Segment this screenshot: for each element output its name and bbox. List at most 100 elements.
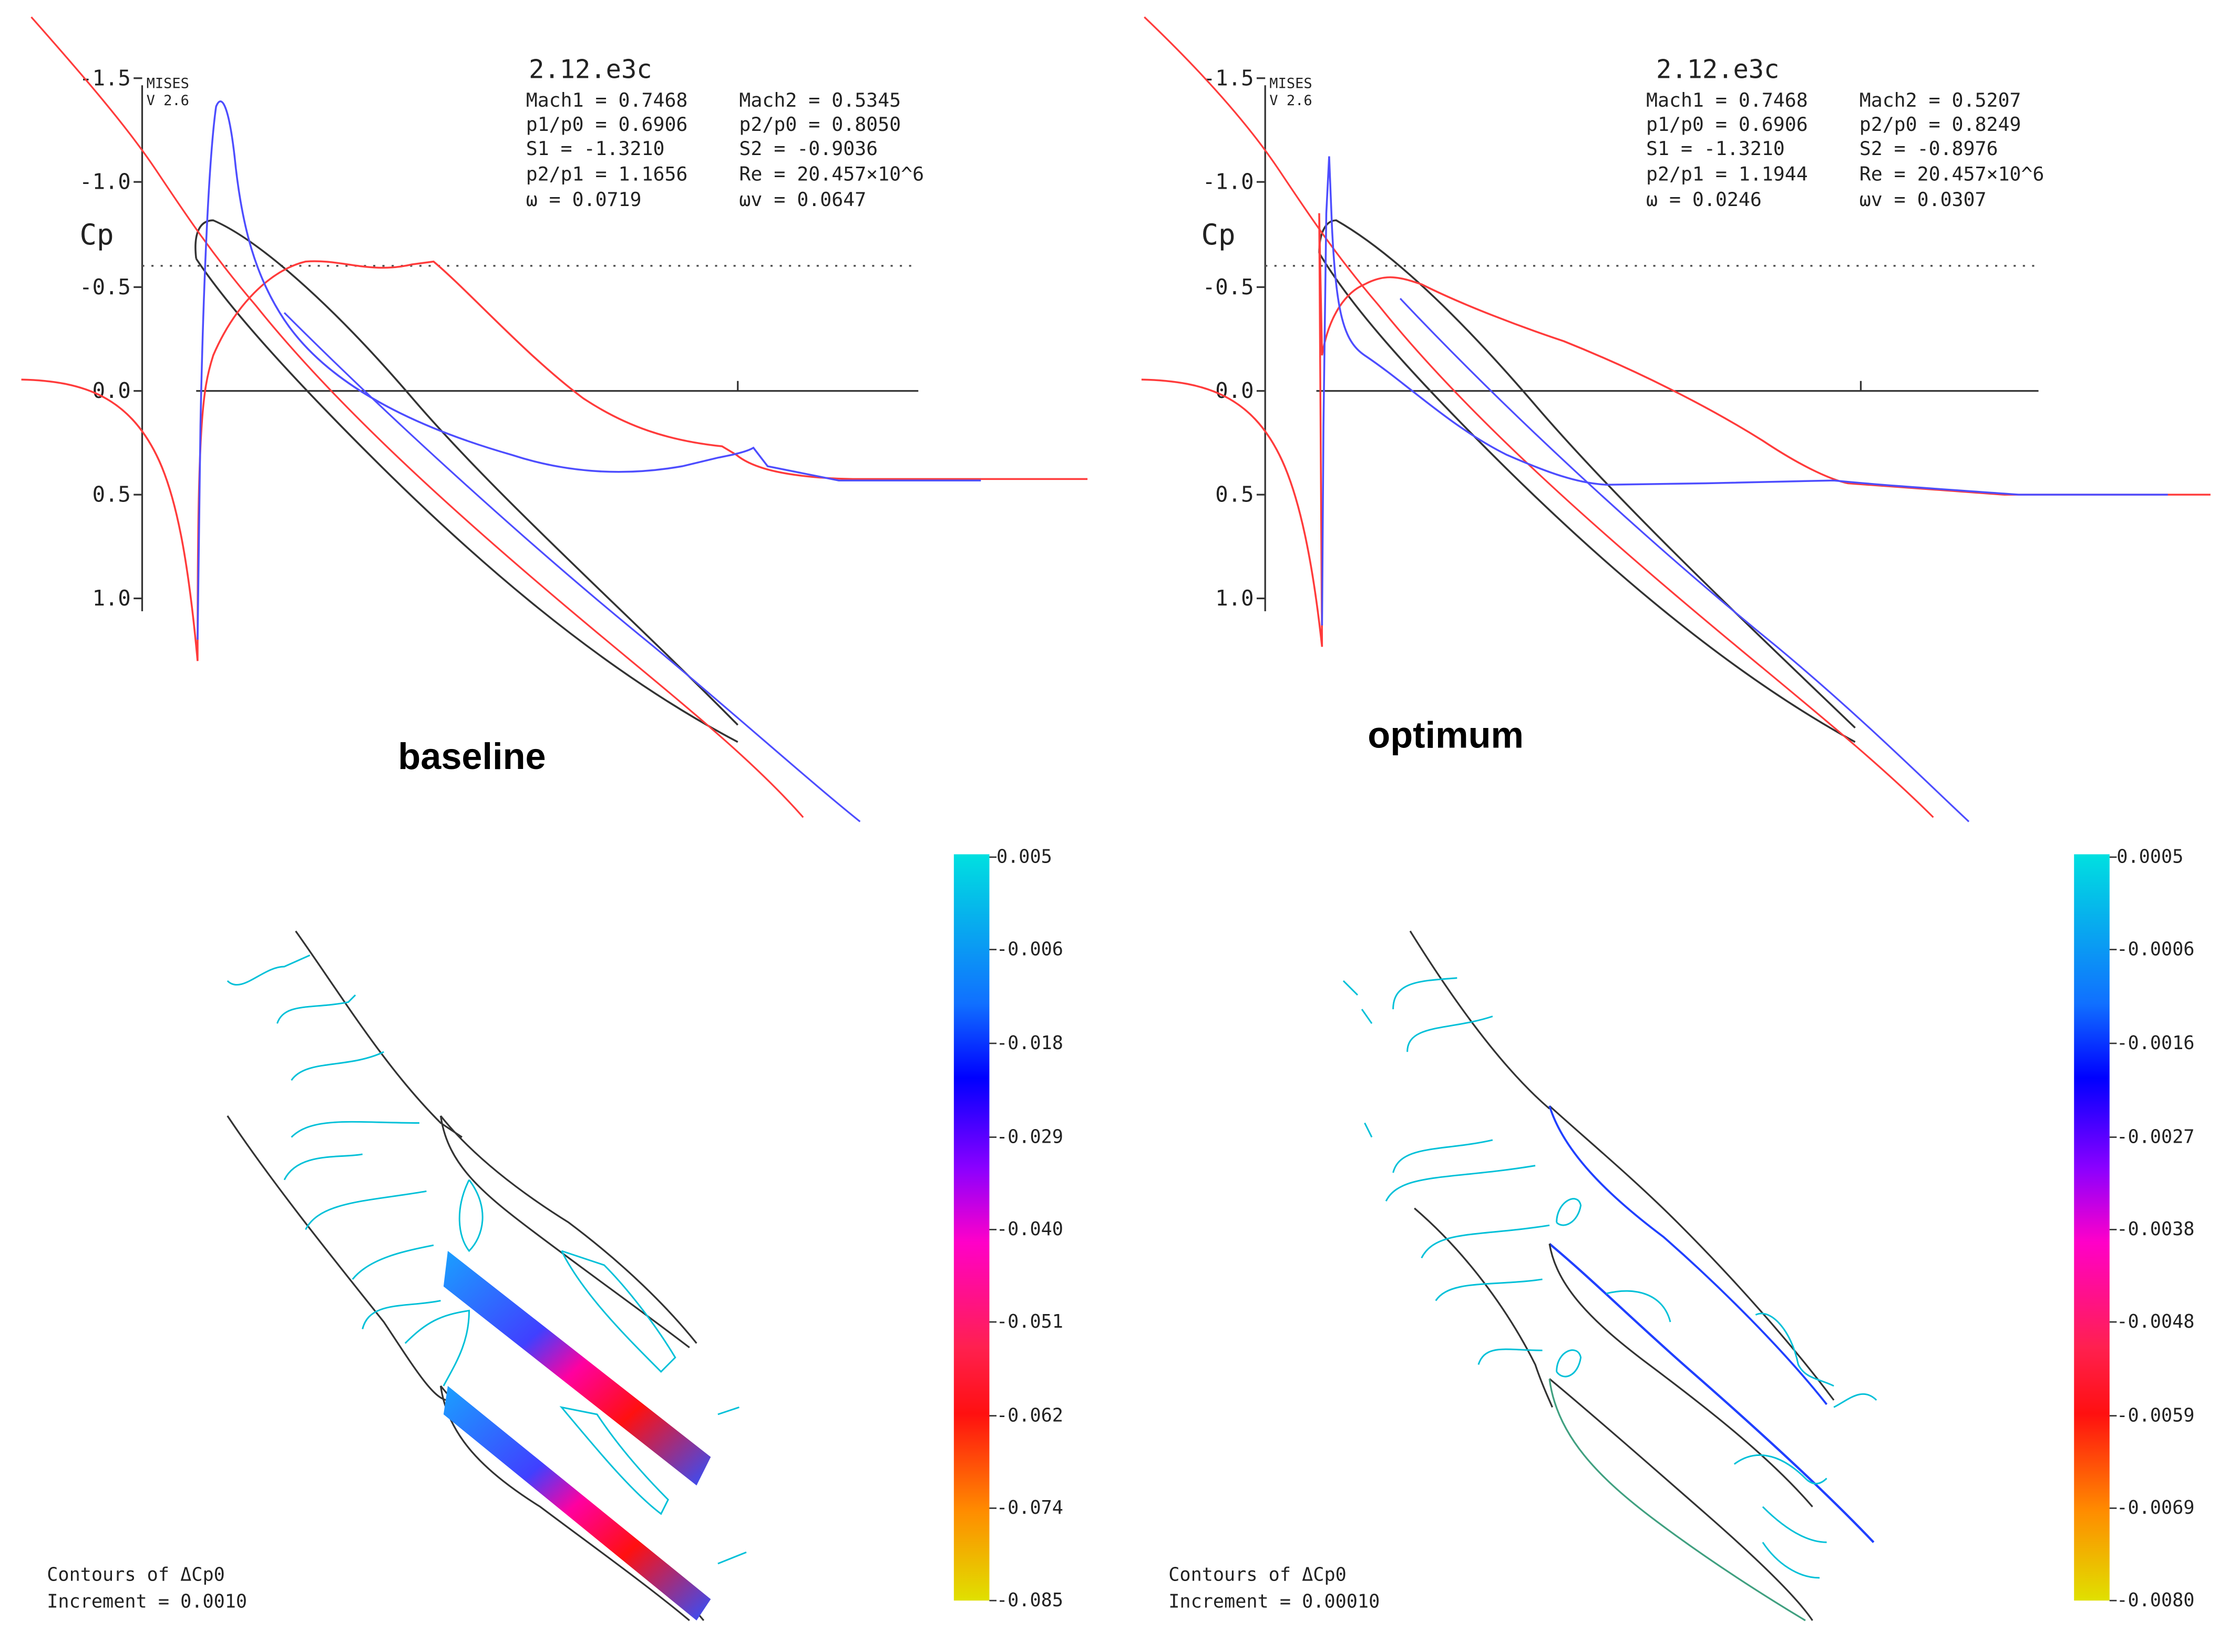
inlet-line-curve xyxy=(1144,16,1934,818)
info-mach1: Mach1 = 0.7468 xyxy=(526,89,688,111)
blade-upper xyxy=(1549,1105,1835,1401)
info-p2p0: p2/p0 = 0.8050 xyxy=(739,113,901,136)
cp-plot-optimum: -1.5 -1.0 -0.5 0.0 0.5 1.0 MISES V 2.6 C… xyxy=(1141,16,2211,823)
cp-axis-label: Cp xyxy=(79,218,114,251)
colorbar-gradient xyxy=(953,854,990,1601)
run-id: 2.12.e3c xyxy=(1656,55,1779,85)
caption-optimum: optimum xyxy=(1368,714,1524,756)
blade-profile-suction xyxy=(194,219,738,726)
colorbar-label: -0.0048 xyxy=(2117,1311,2194,1332)
mises-logo-line1: MISES xyxy=(1269,76,1312,92)
blade-lower-pressure xyxy=(1548,1379,1806,1622)
y-tick-label: 1.0 xyxy=(1215,586,1254,611)
y-tick-label: -1.5 xyxy=(1203,65,1254,90)
info-p2p0: p2/p0 = 0.8249 xyxy=(1860,113,2021,136)
colorbar-label: -0.0080 xyxy=(2117,1589,2194,1611)
blade-mid-pressure xyxy=(1548,1244,1813,1507)
y-tick-label: 0.0 xyxy=(1215,378,1254,403)
blade-upper-pressure xyxy=(1548,1105,1828,1405)
colorbar-label: -0.040 xyxy=(997,1218,1063,1240)
colorbar-label: -0.0027 xyxy=(2117,1126,2194,1147)
suction-side-curve xyxy=(1321,156,2168,625)
iso-contours xyxy=(227,954,747,1565)
blade-profile-pressure xyxy=(195,258,738,743)
colorbar-label: -0.006 xyxy=(997,938,1063,960)
y-tick-label: -1.5 xyxy=(79,65,131,90)
blade-profile-suction xyxy=(1318,219,1856,728)
info-omegav: ωv = 0.0647 xyxy=(739,188,866,211)
contour-footer-line1: Contours of ΔCp0 xyxy=(1168,1564,1347,1585)
info-re: Re = 20.457×10^6 xyxy=(739,162,924,185)
blade-profile-pressure xyxy=(1318,252,1856,743)
contour-footer-line2: Increment = 0.00010 xyxy=(1168,1591,1380,1613)
info-re: Re = 20.457×10^6 xyxy=(1860,162,2045,185)
info-omegav: ωv = 0.0307 xyxy=(1860,188,1987,211)
y-tick-label: -0.5 xyxy=(1203,274,1254,300)
info-mach2: Mach2 = 0.5345 xyxy=(739,89,901,111)
y-tick-label: 0.5 xyxy=(93,482,131,507)
blade-mid xyxy=(1548,1243,1875,1543)
pressure-side-curve xyxy=(21,260,1088,661)
info-p2p1: p2/p1 = 1.1944 xyxy=(1646,162,1808,185)
blade-lower-pressure xyxy=(439,1386,690,1622)
info-mach2: Mach2 = 0.5207 xyxy=(1860,89,2021,111)
y-ticks xyxy=(133,77,142,600)
colorbar-label: 0.005 xyxy=(997,846,1052,868)
contour-footer-line1: Contours of ΔCp0 xyxy=(47,1564,225,1585)
wake-upper xyxy=(443,1250,711,1486)
colorbar-label: -0.018 xyxy=(997,1032,1063,1054)
info-p1p0: p1/p0 = 0.6906 xyxy=(526,113,688,136)
inlet-line-curve xyxy=(30,16,804,818)
blade-lower xyxy=(1549,1378,1813,1621)
contour-footer-line2: Increment = 0.0010 xyxy=(47,1591,247,1613)
passage-boundary xyxy=(227,930,463,1401)
info-mach1: Mach1 = 0.7468 xyxy=(1646,89,1808,111)
mises-logo-line1: MISES xyxy=(147,76,189,92)
info-s2: S2 = -0.9036 xyxy=(739,137,878,160)
contour-plot-optimum xyxy=(1342,930,1877,1622)
cp-axis-label: Cp xyxy=(1201,218,1235,251)
mises-logo-line2: V 2.6 xyxy=(1269,93,1312,109)
wake-lower xyxy=(443,1386,711,1621)
colorbar-label: -0.0016 xyxy=(2117,1032,2194,1054)
suction-side-curve xyxy=(197,100,981,640)
colorbar-baseline: 0.005 -0.006 -0.018 -0.029 -0.040 -0.051… xyxy=(953,846,1063,1611)
colorbar-gradient xyxy=(2074,854,2110,1601)
colorbar-label: -0.062 xyxy=(997,1404,1063,1426)
exit-line-curve xyxy=(283,312,861,823)
info-s2: S2 = -0.8976 xyxy=(1860,137,1998,160)
y-tick-label: -1.0 xyxy=(79,169,131,194)
colorbar-label: -0.0059 xyxy=(2117,1404,2194,1426)
info-s1: S1 = -1.3210 xyxy=(526,137,665,160)
info-p1p0: p1/p0 = 0.6906 xyxy=(1646,113,1808,136)
contour-plot-baseline xyxy=(227,930,747,1622)
y-ticks xyxy=(1256,77,1266,600)
colorbar-label: -0.0038 xyxy=(2117,1218,2194,1240)
y-tick-label: 0.0 xyxy=(93,378,131,403)
run-id: 2.12.e3c xyxy=(529,55,652,85)
colorbar-label: -0.029 xyxy=(997,1126,1063,1147)
colorbar-label: -0.0069 xyxy=(2117,1497,2194,1518)
blade-upper xyxy=(440,1115,697,1344)
colorbar-label: -0.051 xyxy=(997,1311,1063,1332)
caption-baseline: baseline xyxy=(398,735,546,777)
colorbar-label: -0.085 xyxy=(997,1589,1063,1611)
passage-boundary xyxy=(1409,930,1554,1408)
colorbar-optimum: 0.0005 -0.0006 -0.0016 -0.0027 -0.0038 -… xyxy=(2074,846,2194,1611)
info-omega: ω = 0.0719 xyxy=(526,188,642,211)
colorbar-label: -0.0006 xyxy=(2117,938,2194,960)
info-p2p1: p2/p1 = 1.1656 xyxy=(526,162,688,185)
y-tick-label: 1.0 xyxy=(93,586,131,611)
colorbar-label: -0.074 xyxy=(997,1497,1063,1518)
mises-logo-line2: V 2.6 xyxy=(147,93,189,109)
iso-contours xyxy=(1342,977,1877,1579)
info-omega: ω = 0.0246 xyxy=(1646,188,1762,211)
y-tick-label: 0.5 xyxy=(1215,482,1254,507)
y-tick-label: -1.0 xyxy=(1203,169,1254,194)
y-tick-label: -0.5 xyxy=(79,274,131,300)
cp-plot-baseline: -1.5 -1.0 -0.5 0.0 0.5 1.0 MISES V 2.6 C… xyxy=(21,16,1088,823)
colorbar-label: 0.0005 xyxy=(2117,846,2183,868)
pressure-side-curve xyxy=(1141,213,2211,647)
